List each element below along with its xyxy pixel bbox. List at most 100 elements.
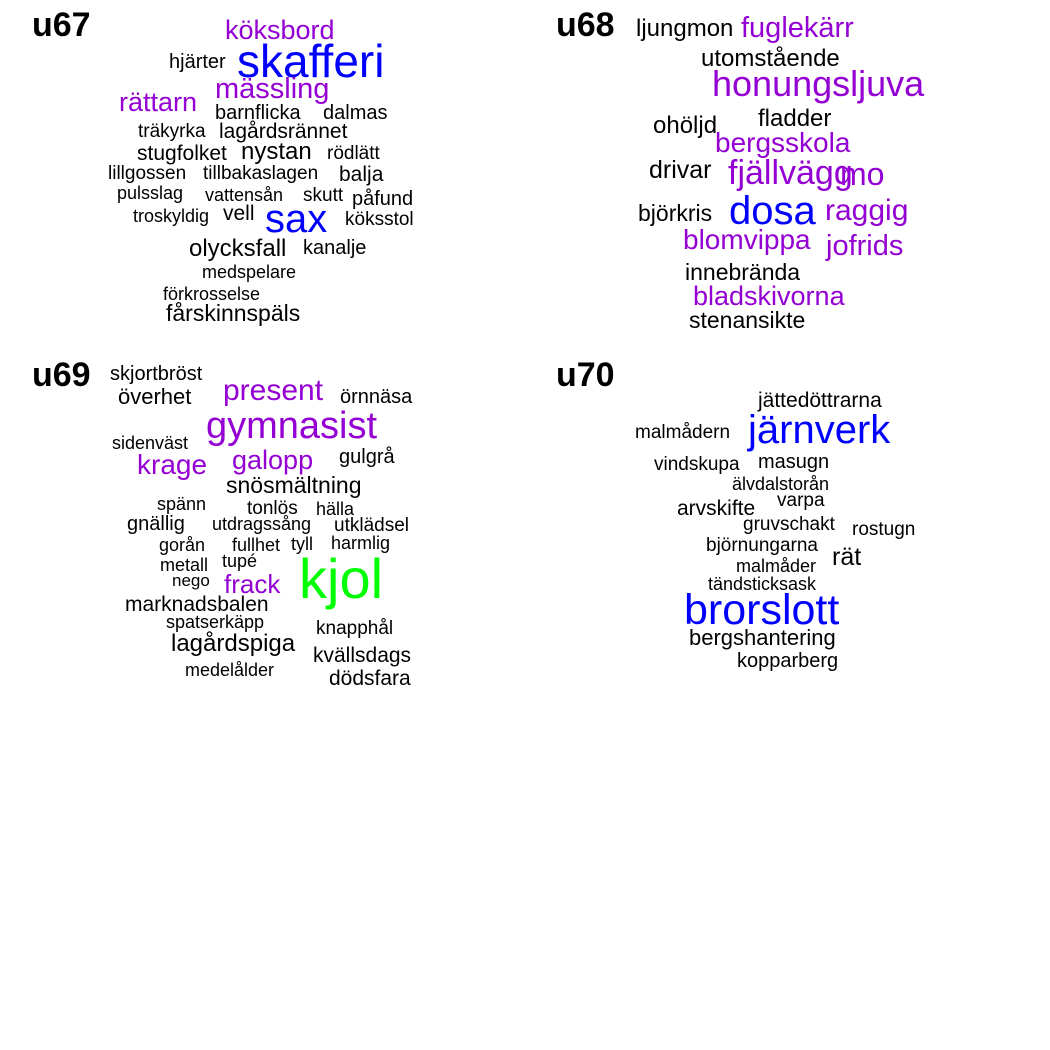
cloud-word: köksbord bbox=[225, 15, 335, 45]
cloud-word: skafferi bbox=[237, 35, 385, 87]
cloud-word: fårskinnspäls bbox=[166, 300, 301, 326]
cloud-word: arvskifte bbox=[677, 497, 756, 520]
cloud-word: brorslott bbox=[684, 586, 840, 634]
cloud-word: krage bbox=[137, 449, 208, 480]
cloud-word: harmlig bbox=[331, 533, 391, 553]
cloud-word: ljungmon bbox=[636, 15, 734, 42]
cloud-word: bergsskola bbox=[715, 127, 851, 158]
cloud-word: utomstående bbox=[701, 45, 840, 72]
cloud-word: frack bbox=[224, 569, 281, 599]
cloud-word: honungsljuva bbox=[712, 63, 925, 104]
cloud-word: björkris bbox=[638, 200, 713, 226]
cloud-word: fladder bbox=[758, 105, 832, 132]
cloud-word: medspelare bbox=[202, 262, 297, 282]
cloud-word: troskyldig bbox=[133, 206, 210, 226]
cloud-word: ohöljd bbox=[653, 112, 718, 139]
cloud-word: gymnasist bbox=[206, 405, 378, 447]
cloud-word: hälla bbox=[316, 499, 355, 519]
cloud-word: gorån bbox=[159, 535, 206, 555]
cloud-word: bergshantering bbox=[689, 625, 836, 650]
cloud-word: tändsticksask bbox=[708, 574, 817, 594]
cloud-word: balja bbox=[339, 163, 384, 186]
panel-title: u68 bbox=[556, 6, 615, 44]
cloud-word: marknadsbalen bbox=[125, 593, 269, 616]
cloud-word: köksstol bbox=[345, 209, 414, 230]
panel-title: u70 bbox=[556, 356, 615, 394]
cloud-word: vell bbox=[223, 202, 255, 225]
cloud-word: stenansikte bbox=[689, 307, 806, 333]
cloud-word: blomvippa bbox=[683, 224, 811, 255]
cloud-word: present bbox=[223, 374, 324, 407]
wordcloud-panel-u69: u69 skjortbröst överhet present örnnäsa gymn… bbox=[0, 350, 525, 700]
cloud-word: innebrända bbox=[685, 259, 801, 285]
cloud-word: fuglekärr bbox=[741, 12, 854, 44]
cloud-word: kjol bbox=[299, 547, 384, 610]
cloud-word: sidenväst bbox=[112, 433, 189, 453]
cloud-word: skutt bbox=[303, 185, 344, 206]
cloud-word: örnnäsa bbox=[340, 386, 413, 408]
cloud-word: pulsslag bbox=[117, 183, 184, 203]
cloud-word: lagårdsrännet bbox=[219, 120, 348, 143]
cloud-word: utdragssång bbox=[212, 514, 312, 534]
cloud-word: kopparberg bbox=[737, 650, 839, 672]
cloud-word: raggig bbox=[825, 194, 909, 227]
cloud-word: drivar bbox=[649, 156, 712, 184]
cloud-word: tillbakaslagen bbox=[203, 163, 319, 184]
cloud-word: knapphål bbox=[316, 618, 394, 639]
cloud-word: tyll bbox=[291, 534, 313, 554]
cloud-word: jättedöttrarna bbox=[758, 389, 882, 412]
cloud-word: mo bbox=[840, 156, 885, 192]
cloud-word: älvdalstorån bbox=[732, 474, 830, 494]
cloud-word: dödsfara bbox=[329, 667, 411, 690]
wordcloud-panel-u68: u68 ljungmon fuglekärr utomstående honungsl… bbox=[525, 0, 1050, 350]
cloud-word: nystan bbox=[241, 138, 312, 165]
cloud-word: järnverk bbox=[748, 408, 891, 452]
cloud-word: dosa bbox=[729, 189, 816, 233]
cloud-word: vindskupa bbox=[654, 454, 740, 475]
cloud-word: hjärter bbox=[169, 51, 226, 73]
cloud-word: varpa bbox=[777, 490, 825, 511]
cloud-word: jofrids bbox=[826, 230, 904, 262]
cloud-word: rät bbox=[832, 543, 862, 571]
cloud-word: barnflicka bbox=[215, 102, 301, 124]
cloud-word: metall bbox=[160, 555, 209, 575]
cloud-word: lagårdspiga bbox=[171, 630, 296, 657]
cloud-word: kanalje bbox=[303, 237, 367, 259]
cloud-word: björnungarna bbox=[706, 535, 818, 556]
cloud-word: galopp bbox=[232, 445, 314, 475]
cloud-word: stugfolket bbox=[137, 142, 227, 165]
cloud-word: olycksfall bbox=[189, 235, 287, 262]
cloud-word: spänn bbox=[157, 494, 207, 514]
cloud-word: gulgrå bbox=[339, 446, 395, 468]
cloud-word: rostugn bbox=[852, 519, 916, 540]
cloud-word: malmåder bbox=[736, 556, 817, 576]
cloud-word: snösmältning bbox=[226, 472, 362, 498]
cloud-word: lillgossen bbox=[108, 163, 187, 184]
cloud-word: kvällsdags bbox=[313, 644, 412, 667]
cloud-word: träkyrka bbox=[138, 121, 206, 142]
cloud-word: fjällvägg bbox=[728, 154, 853, 192]
cloud-word: medelålder bbox=[185, 660, 275, 680]
cloud-word: gruvschakt bbox=[743, 514, 835, 535]
cloud-word: nego bbox=[172, 571, 210, 590]
cloud-word: mässling bbox=[215, 73, 330, 105]
cloud-word: dalmas bbox=[323, 102, 388, 124]
cloud-word: skjortbröst bbox=[110, 363, 203, 385]
cloud-word: masugn bbox=[758, 451, 830, 473]
panel-title: u69 bbox=[32, 356, 91, 394]
cloud-word: vattensån bbox=[205, 185, 284, 205]
cloud-word: tonlös bbox=[247, 498, 298, 519]
cloud-word: överhet bbox=[118, 384, 192, 409]
cloud-word: sax bbox=[265, 197, 328, 241]
cloud-word: tupé bbox=[222, 551, 258, 571]
cloud-word: rättarn bbox=[119, 87, 198, 117]
cloud-word: förkrosselse bbox=[163, 284, 261, 304]
cloud-word: gnällig bbox=[127, 513, 185, 535]
cloud-word: rödlätt bbox=[327, 143, 380, 164]
cloud-word: påfund bbox=[352, 188, 414, 210]
panel-title: u67 bbox=[32, 6, 91, 44]
wordcloud-panel-u67: u67 köksbord hjärter skafferi mässling rätta… bbox=[0, 0, 525, 350]
wordcloud-panel-u70: u70 jättedöttrarna malmådern järnverk vinds… bbox=[525, 350, 1050, 700]
cloud-word: fullhet bbox=[232, 535, 281, 555]
cloud-word: bladskivorna bbox=[693, 281, 845, 311]
